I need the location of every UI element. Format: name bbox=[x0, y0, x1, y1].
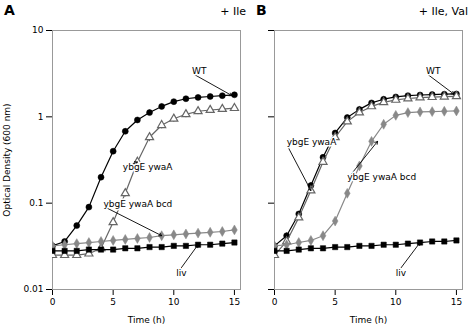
svg-text:15: 15 bbox=[451, 297, 462, 307]
html-text:A: A bbox=[4, 2, 15, 18]
svg-text:10: 10 bbox=[168, 297, 180, 307]
svg-text:0: 0 bbox=[272, 297, 278, 307]
svg-text:10: 10 bbox=[32, 25, 44, 35]
html-text:B: B bbox=[256, 2, 267, 18]
svg-text:ybgE ywaA: ybgE ywaA bbox=[123, 162, 174, 172]
svg-text:10: 10 bbox=[390, 297, 402, 307]
svg-text:liv: liv bbox=[396, 268, 407, 278]
svg-text:ybgE ywaA bcd: ybgE ywaA bcd bbox=[347, 172, 416, 182]
svg-text:WT: WT bbox=[426, 66, 441, 76]
svg-text:Time (h): Time (h) bbox=[349, 315, 388, 325]
html-text:+ Ile, Val: + Ile, Val bbox=[418, 5, 468, 18]
svg-text:ybgE ywaA: ybgE ywaA bbox=[287, 137, 338, 147]
html-text:+ Ile: + Ile bbox=[220, 5, 246, 18]
svg-text:Time (h): Time (h) bbox=[127, 315, 166, 325]
svg-text:WT: WT bbox=[192, 66, 207, 76]
svg-text:Optical Density (600 nm): Optical Density (600 nm) bbox=[2, 103, 12, 216]
svg-text:0.01: 0.01 bbox=[23, 284, 43, 294]
svg-text:0: 0 bbox=[50, 297, 56, 307]
svg-text:0.1: 0.1 bbox=[29, 198, 43, 208]
svg-text:liv: liv bbox=[176, 268, 187, 278]
svg-text:5: 5 bbox=[110, 297, 116, 307]
svg-text:ybgE ywaA bcd: ybgE ywaA bcd bbox=[103, 199, 172, 209]
svg-text:15: 15 bbox=[229, 297, 240, 307]
svg-text:1: 1 bbox=[38, 112, 44, 122]
svg-text:5: 5 bbox=[332, 297, 338, 307]
